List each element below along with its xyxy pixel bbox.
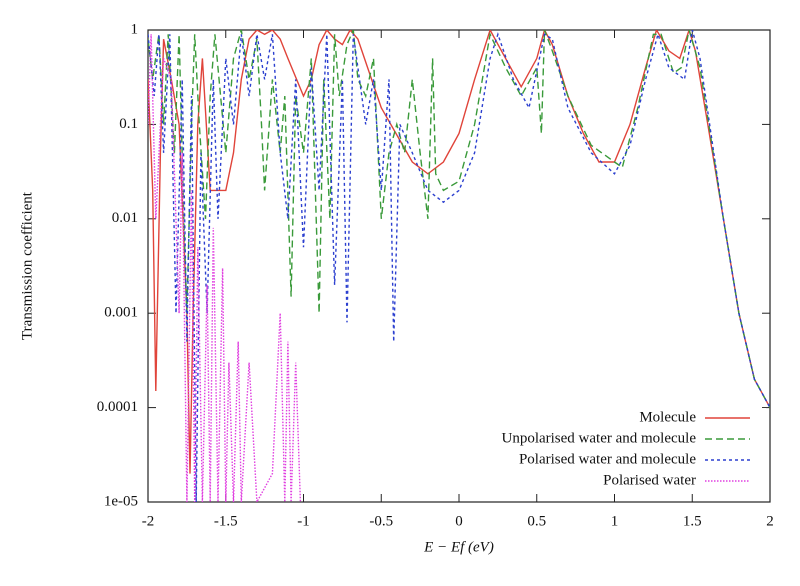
x-tick-label: 2 [766,513,774,529]
x-tick-label: -1 [297,513,310,529]
y-axis-label: Transmission coefficient [19,191,35,340]
y-tick-label: 1e-05 [104,493,138,509]
legend-bg [360,471,766,491]
x-tick-label: 1 [611,513,619,529]
x-tick-label: 0 [455,513,463,529]
legend-bg [360,450,766,470]
y-tick-label: 1 [131,21,139,37]
y-tick-label: 0.1 [119,116,138,132]
series-line [148,30,770,408]
legend-bg [360,429,766,449]
x-tick-label: -2 [142,513,155,529]
series-line [148,30,770,502]
legend-label: Polarised water [603,472,696,488]
series-line [148,30,770,474]
x-tick-label: 1.5 [683,513,702,529]
y-tick-label: 0.0001 [97,399,138,415]
legend-label: Molecule [639,409,696,425]
legend-label: Unpolarised water and molecule [501,430,696,446]
y-tick-label: 0.01 [112,210,138,226]
x-tick-label: -1.5 [214,513,238,529]
x-axis-label: E − Ef (eV) [423,539,494,555]
y-tick-label: 0.001 [104,305,138,321]
legend-label: Polarised water and molecule [519,451,696,467]
x-tick-label: 0.5 [527,513,546,529]
x-tick-label: -0.5 [369,513,393,529]
legend-bg [360,408,766,428]
